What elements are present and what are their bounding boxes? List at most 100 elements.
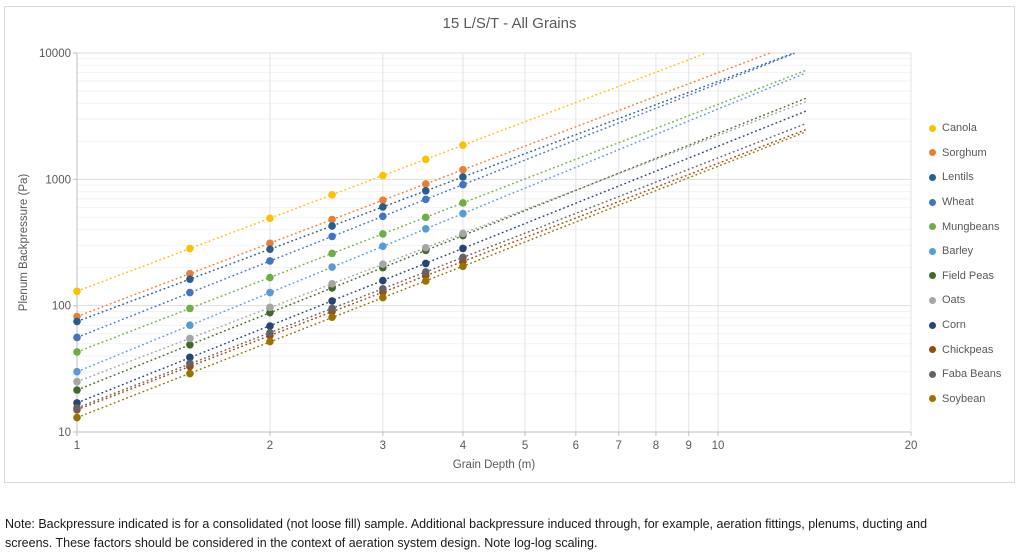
legend-item: Chickpeas [929,337,1015,362]
legend-swatch [929,124,936,132]
series-marker [328,313,336,322]
footnote: Note: Backpressure indicated is for a co… [5,515,1017,553]
series-marker [266,308,274,317]
y-tick-label: 100 [52,301,71,313]
series-marker [379,196,387,205]
x-tick-label: 7 [616,440,622,452]
legend-swatch [929,223,936,231]
series-marker [328,263,336,271]
legend-swatch [929,149,936,157]
series-marker [73,367,81,376]
x-tick-label: 6 [573,440,579,452]
legend-label: Sorghum [942,146,987,159]
series-marker [266,288,274,297]
legend-item: Barley [929,239,1015,264]
series-marker [266,322,274,330]
legend-swatch [929,173,936,181]
legend-item: Field Peas [929,264,1015,289]
series-marker [186,288,194,297]
series-marker [421,224,430,233]
series-marker [421,243,430,252]
legend-label: Oats [942,294,966,307]
series-marker [459,262,467,271]
series-marker [328,304,336,313]
legend-swatch [929,346,936,354]
series-marker [186,341,194,349]
y-tick-label: 10000 [39,48,71,60]
legend-swatch [929,247,936,255]
series-marker [266,214,274,223]
legend-swatch [929,272,936,280]
series-marker [421,259,430,268]
chart-container: 15 L/S/T - All Grains 1 2 3 4 5 6 7 8 9 10 20 10 100… [4,6,1015,483]
series-marker [421,180,430,188]
y-tick-label: 10 [58,427,71,439]
series-marker [73,333,81,342]
x-axis-title: Grain Depth (m) [453,459,536,471]
series-marker [73,413,81,422]
series-marker [421,155,430,164]
legend-item: Corn [929,313,1015,338]
legend-swatch [929,321,936,329]
series-marker [73,386,81,394]
legend-swatch [929,198,936,206]
series-marker [186,353,194,362]
series-marker [73,348,81,356]
series-marker [379,212,387,221]
x-tick-label: 3 [380,440,386,452]
legend-swatch [929,296,936,304]
chart-title: 15 L/S/T - All Grains [442,15,577,32]
x-tick-label: 4 [460,440,467,452]
y-tick-label: 1000 [45,174,71,186]
legend-label: Mungbeans [942,220,1000,233]
x-tick-label: 5 [522,440,528,452]
series-marker [379,230,387,238]
series-marker [266,273,274,282]
series-marker [186,334,194,343]
series-marker [421,277,430,285]
legend-item: Canola [929,116,1015,141]
legend-item: Wheat [929,190,1015,215]
legend-label: Canola [942,122,977,135]
series-marker [186,369,194,378]
series-marker [459,199,467,207]
legend-swatch [929,395,936,403]
legend-item: Lentils [929,165,1015,190]
series-marker [379,260,387,268]
series-marker [73,404,81,412]
x-tick-label: 20 [905,440,918,452]
x-tick-label: 9 [685,440,691,452]
series-marker [266,257,274,265]
legend-item: Faba Beans [929,362,1015,387]
series-marker [379,171,387,180]
series-marker [379,293,387,302]
legend-swatch [929,370,936,378]
series-trendline [76,97,806,391]
legend-label: Barley [942,245,974,258]
series-marker [266,328,274,337]
series-marker [266,337,274,346]
legend-label: Wheat [942,196,974,209]
series-trendline [76,110,806,404]
series-marker [379,242,387,251]
series-trendline [76,123,806,409]
series-trendline [76,52,796,339]
series-trendline [76,52,795,323]
series-marker [266,303,274,312]
legend-label: Soybean [942,392,986,405]
legend-label: Lentils [942,171,974,184]
series-marker [421,268,430,276]
series-marker [459,141,467,150]
x-tick-label: 2 [267,440,273,452]
x-tick-label: 1 [74,440,80,452]
series-marker [459,229,467,238]
series-marker [421,195,430,204]
series-trendline [76,131,806,419]
x-tick-label: 8 [653,440,659,452]
legend-item: Soybean [929,387,1015,412]
chart-svg: 1 2 3 4 5 6 7 8 9 10 20 10 100 1000 10000 Grain Depth (… [18,48,918,471]
series-marker [459,209,467,218]
series-marker [328,232,336,241]
series-marker [266,239,274,248]
x-tick-label: 10 [712,440,725,452]
